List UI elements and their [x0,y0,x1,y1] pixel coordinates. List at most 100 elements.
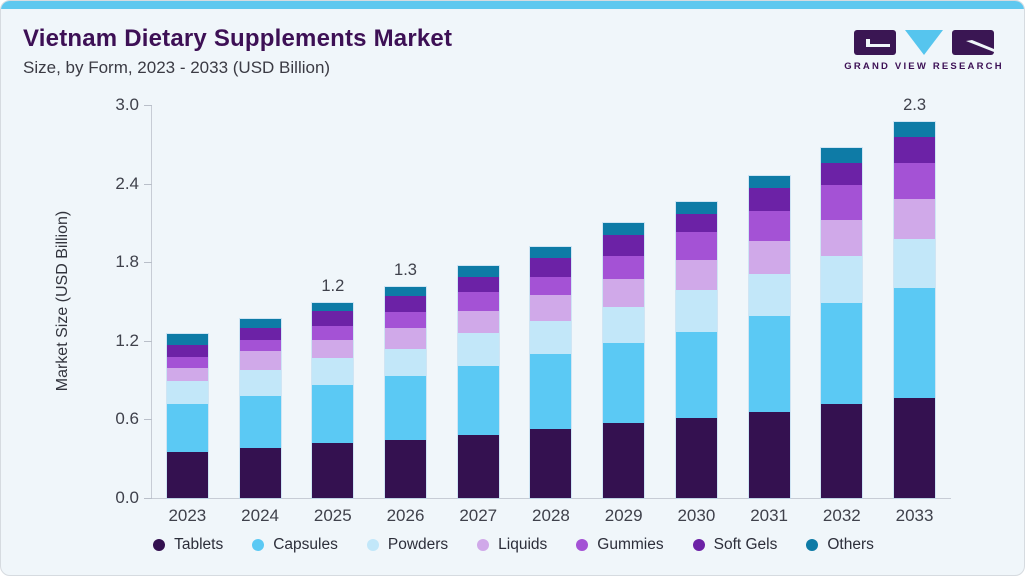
bar-segment-gummies [239,339,281,352]
bar-2033 [894,122,936,498]
legend-dot-icon [252,539,265,551]
bar-segment-soft-gels [457,276,499,293]
bar-segment-soft-gels [385,296,427,313]
bar-segment-capsules [675,331,717,419]
bar-segment-capsules [894,288,936,399]
bar-segment-capsules [530,353,572,429]
bar-2031 [748,175,790,498]
bar-slot-2023 [151,105,223,498]
bar-segment-tablets [603,423,645,498]
plot-area: 1.2 1.3 2.3 [151,96,951,498]
bar-segment-powders [821,255,863,303]
bar-segment-capsules [239,395,281,449]
bar-segment-liquids [312,339,354,358]
bar-value-label-2033: 2.3 [903,96,927,115]
bar-segment-powders [675,289,717,332]
legend-item-liquids: Liquids [477,536,547,554]
bar-segment-soft-gels [748,187,790,212]
bar-segment-others [748,175,790,188]
legend-item-tablets: Tablets [153,536,223,554]
y-tick-mark [144,419,152,421]
legend-item-others: Others [806,536,874,554]
bar-segment-soft-gels [312,310,354,327]
bar-segment-others [385,287,427,297]
bar-segment-liquids [166,368,208,382]
y-tick-label: 1.8 [115,252,139,272]
bar-segment-powders [530,321,572,354]
bar-segment-others [894,122,936,137]
bar-segment-gummies [894,162,936,200]
legend-label: Tablets [174,536,224,553]
x-tick-label-2026: 2026 [386,506,425,525]
bar-segment-capsules [603,343,645,424]
bar-segment-gummies [530,276,572,295]
x-axis-labels: 2023 2024 2025 2026 2027 2028 2029 2030 2031 2032… [151,506,951,526]
x-tick-label-2031: 2031 [750,506,789,525]
bar-segment-powders [748,274,790,316]
bar-slot-2030 [660,105,732,498]
y-tick-mark [144,262,152,264]
legend-item-powders: Powders [366,536,449,554]
y-tick-label: 1.2 [115,330,139,350]
top-accent-strip [1,1,1024,9]
bar-segment-gummies [603,255,645,280]
bar-slot-2033: 2.3 [879,96,951,498]
bar-slot-2031 [733,105,805,498]
bar-2028 [530,246,572,498]
bar-segment-tablets [457,435,499,498]
x-tick-label-2024: 2024 [241,506,279,525]
bar-slot-2025: 1.2 [297,105,369,498]
x-tick-label-2025: 2025 [313,506,352,525]
page-title: Vietnam Dietary Supplements Market [23,25,453,52]
bar-slot-2029 [588,105,660,498]
page-subtitle: Size, by Form, 2023 - 2033 (USD Billion) [23,58,331,77]
bar-segment-soft-gels [675,213,717,233]
logo-wordmark: GRAND VIEW RESEARCH [844,61,1004,72]
y-tick-mark [144,105,152,106]
legend-label: Gummies [597,536,664,553]
legend-dot-icon [477,539,490,551]
bar-segment-others [603,222,645,235]
legend-dot-icon [366,539,379,551]
grand-view-research-logo: GRAND VIEW RESEARCH [844,29,1002,72]
bar-segment-gummies [385,312,427,328]
bar-segment-others [457,266,499,277]
bar-segment-capsules [821,302,863,404]
bar-segment-liquids [239,351,281,370]
x-tick-label-2029: 2029 [604,506,643,525]
y-axis-title: Market Size (USD Billion) [54,210,71,392]
bar-slot-2027 [442,105,514,498]
legend-item-gummies: Gummies [576,536,664,554]
bar-2029 [603,222,645,498]
bar-2024 [239,318,281,498]
bar-segment-tablets [312,442,354,498]
bar-segment-liquids [385,327,427,349]
bar-segment-tablets [894,398,936,498]
x-tick-label-2030: 2030 [677,506,716,525]
legend-label: Capsules [273,536,338,553]
bar-segment-soft-gels [821,162,863,185]
bar-segment-tablets [530,428,572,498]
bar-segment-powders [457,332,499,366]
bar-slot-2024 [224,105,296,498]
bar-segment-others [166,334,208,345]
bar-segment-liquids [603,279,645,307]
bar-segment-powders [385,348,427,377]
gvr-logo-icon [854,30,994,55]
bar-segment-gummies [457,292,499,311]
bar-segment-tablets [748,411,790,498]
bar-segment-soft-gels [239,327,281,340]
bar-segment-soft-gels [530,258,572,277]
legend-dot-icon [576,539,589,551]
bar-value-label-2026: 1.3 [394,261,417,280]
bar-segment-capsules [312,385,354,443]
bar-segment-soft-gels [166,344,208,357]
bar-slot-2028 [515,105,587,498]
y-tick-label: 3.0 [115,95,139,114]
bar-segment-gummies [821,184,863,221]
legend-label: Powders [387,536,449,553]
bar-segment-capsules [748,315,790,412]
x-tick-label-2028: 2028 [532,506,570,525]
bar-segment-liquids [457,310,499,333]
